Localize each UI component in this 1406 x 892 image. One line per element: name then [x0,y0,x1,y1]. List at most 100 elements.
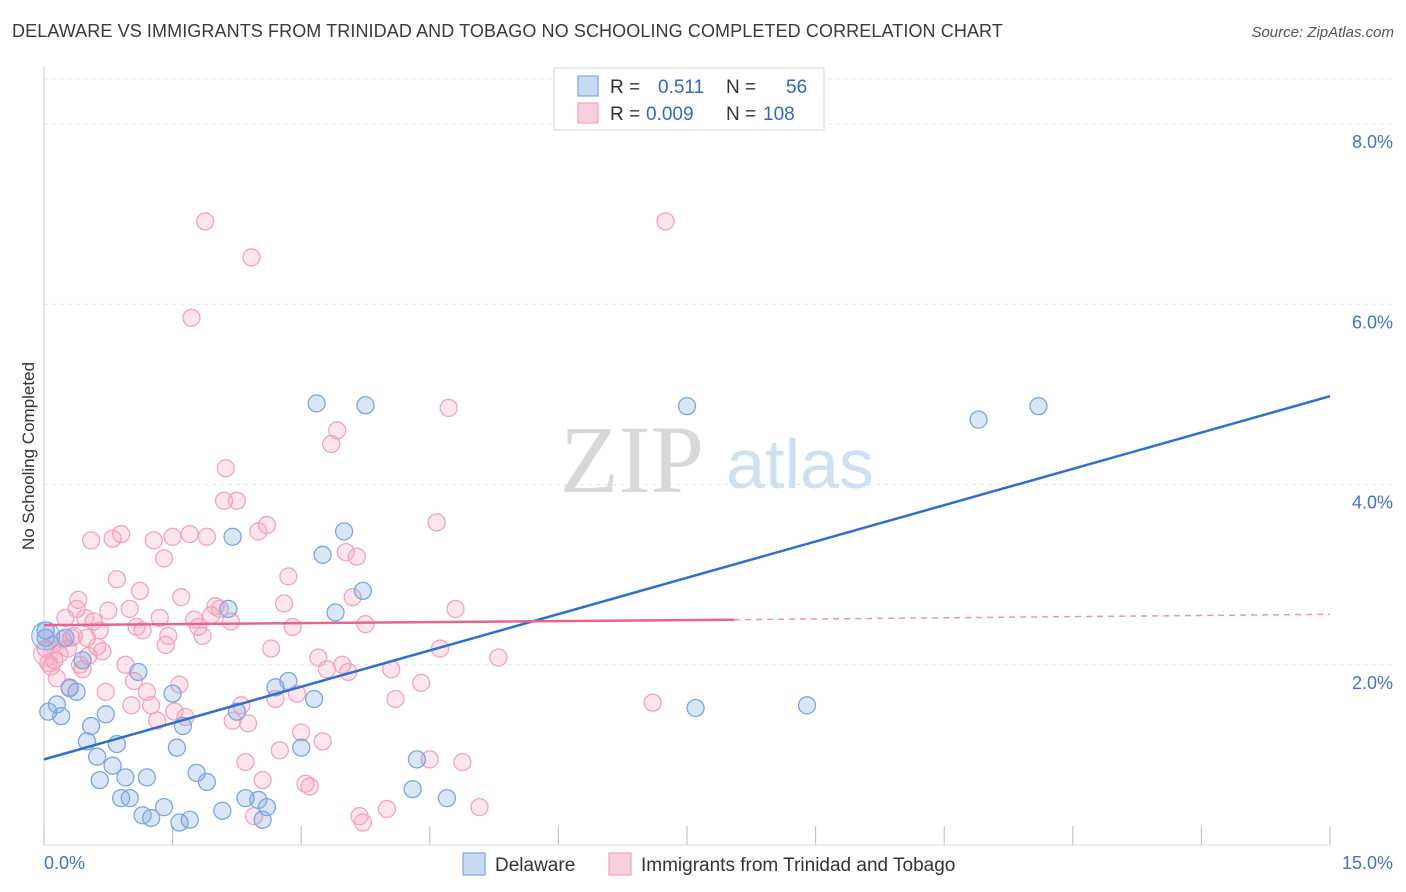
data-point-immigrants [236,752,255,772]
data-point-immigrants [317,660,337,679]
legend-r-label: R = [610,77,640,98]
bottom-legend-label-immigrants: Immigrants from Trinidad and Tobago [641,855,955,876]
data-point-delaware [56,628,75,647]
data-point-delaware [213,801,232,820]
data-point-immigrants [386,689,405,709]
data-point-delaware [334,522,354,541]
trend-line-delaware [43,395,1331,761]
data-point-immigrants [82,531,101,550]
data-point-delaware [120,788,139,808]
data-point-immigrants [180,524,199,544]
data-point-delaware [187,763,206,783]
y-tick-label: 2.0% [1352,673,1393,693]
data-point-delaware [163,684,182,703]
data-point-immigrants [112,524,131,544]
chart-title: DELAWARE VS IMMIGRANTS FROM TRINIDAD AND… [12,21,1003,41]
data-point-delaware [1029,396,1048,416]
data-point-immigrants [196,212,215,231]
data-point-immigrants [103,529,122,548]
data-point-delaware [292,738,311,757]
data-point-delaware [403,779,422,799]
data-point-immigrants [154,549,174,568]
legend-n-label: N = [726,104,756,125]
data-point-immigrants [182,308,201,327]
bottom-legend-label-delaware: Delaware [495,855,575,876]
data-point-immigrants [242,248,261,267]
data-point-immigrants [274,594,294,613]
data-point-delaware [219,599,238,619]
data-point-delaware [142,808,161,828]
data-point-immigrants-large [33,641,59,667]
tick-labels: 2.0% 4.0% 6.0% 8.0% 0.0% 15.0% [44,132,1393,873]
data-point-immigrants [279,567,298,586]
data-point-immigrants [120,599,139,619]
legend-n-value: 56 [786,77,807,98]
data-point-immigrants [489,648,508,667]
data-point-immigrants [446,599,465,619]
data-point-immigrants [107,570,127,589]
data-point-delaware [304,689,324,709]
axes [43,66,1331,846]
data-point-immigrants [150,608,169,628]
data-point-immigrants [142,696,161,715]
data-point-immigrants [133,621,152,640]
data-point-immigrants [333,655,352,674]
data-point-immigrants [270,741,289,760]
data-point-immigrants [420,750,439,769]
data-point-delaware [326,603,345,622]
data-point-immigrants [300,777,319,796]
data-point-immigrants [214,491,234,510]
data-point-immigrants [165,702,184,721]
legend-swatch-immigrants [577,102,599,124]
data-point-immigrants [159,626,178,646]
data-point-immigrants [427,513,446,532]
data-point-delaware [437,788,457,808]
data-point-immigrants [223,711,242,730]
data-point-delaware [103,756,122,775]
data-point-immigrants [313,732,332,751]
data-point-delaware [82,716,101,736]
data-point-immigrants [257,515,277,535]
data-point-immigrants [90,621,109,640]
data-point-delaware [88,747,107,766]
data-point-delaware [313,545,332,564]
data-point-delaware [167,738,187,757]
trend-line-immigrants-extension [734,613,1331,621]
data-point-delaware [677,396,697,416]
data-point-immigrants [377,799,397,819]
data-point-immigrants [96,682,115,701]
data-point-delaware [279,671,298,691]
data-point-immigrants [99,601,118,620]
data-point-delaware [407,750,427,769]
data-point-immigrants [170,675,189,694]
data-point-delaware [197,772,217,792]
y-tick-label: 8.0% [1352,132,1393,152]
data-point-immigrants [47,669,67,688]
legend-r-label: R = [610,104,640,125]
data-point-delaware-large [31,621,61,651]
data-point-delaware [969,410,988,429]
data-point-delaware [353,581,373,601]
data-point-immigrants [356,615,375,634]
watermark-atlas: atlas [726,425,874,503]
watermark: ZIP atlas [560,406,874,513]
data-point-immigrants [322,434,341,454]
data-point-immigrants [353,813,373,832]
data-point-delaware [686,698,705,718]
data-point-immigrants [137,682,157,701]
data-point-immigrants [262,639,281,658]
data-point-immigrants [122,696,141,715]
legend-n-value: 108 [763,104,795,125]
data-point-delaware [797,696,817,715]
data-point-immigrants [656,212,675,231]
data-point-delaware [116,768,135,787]
data-point-immigrants [148,711,167,730]
grid-lines [44,78,1393,666]
series-delaware-points [31,394,1048,832]
data-point-delaware [47,695,67,714]
y-axis-label: No Schooling Completed [19,362,38,550]
data-point-immigrants [292,723,311,742]
y-tick-label: 6.0% [1352,312,1393,332]
data-point-delaware [67,682,86,701]
